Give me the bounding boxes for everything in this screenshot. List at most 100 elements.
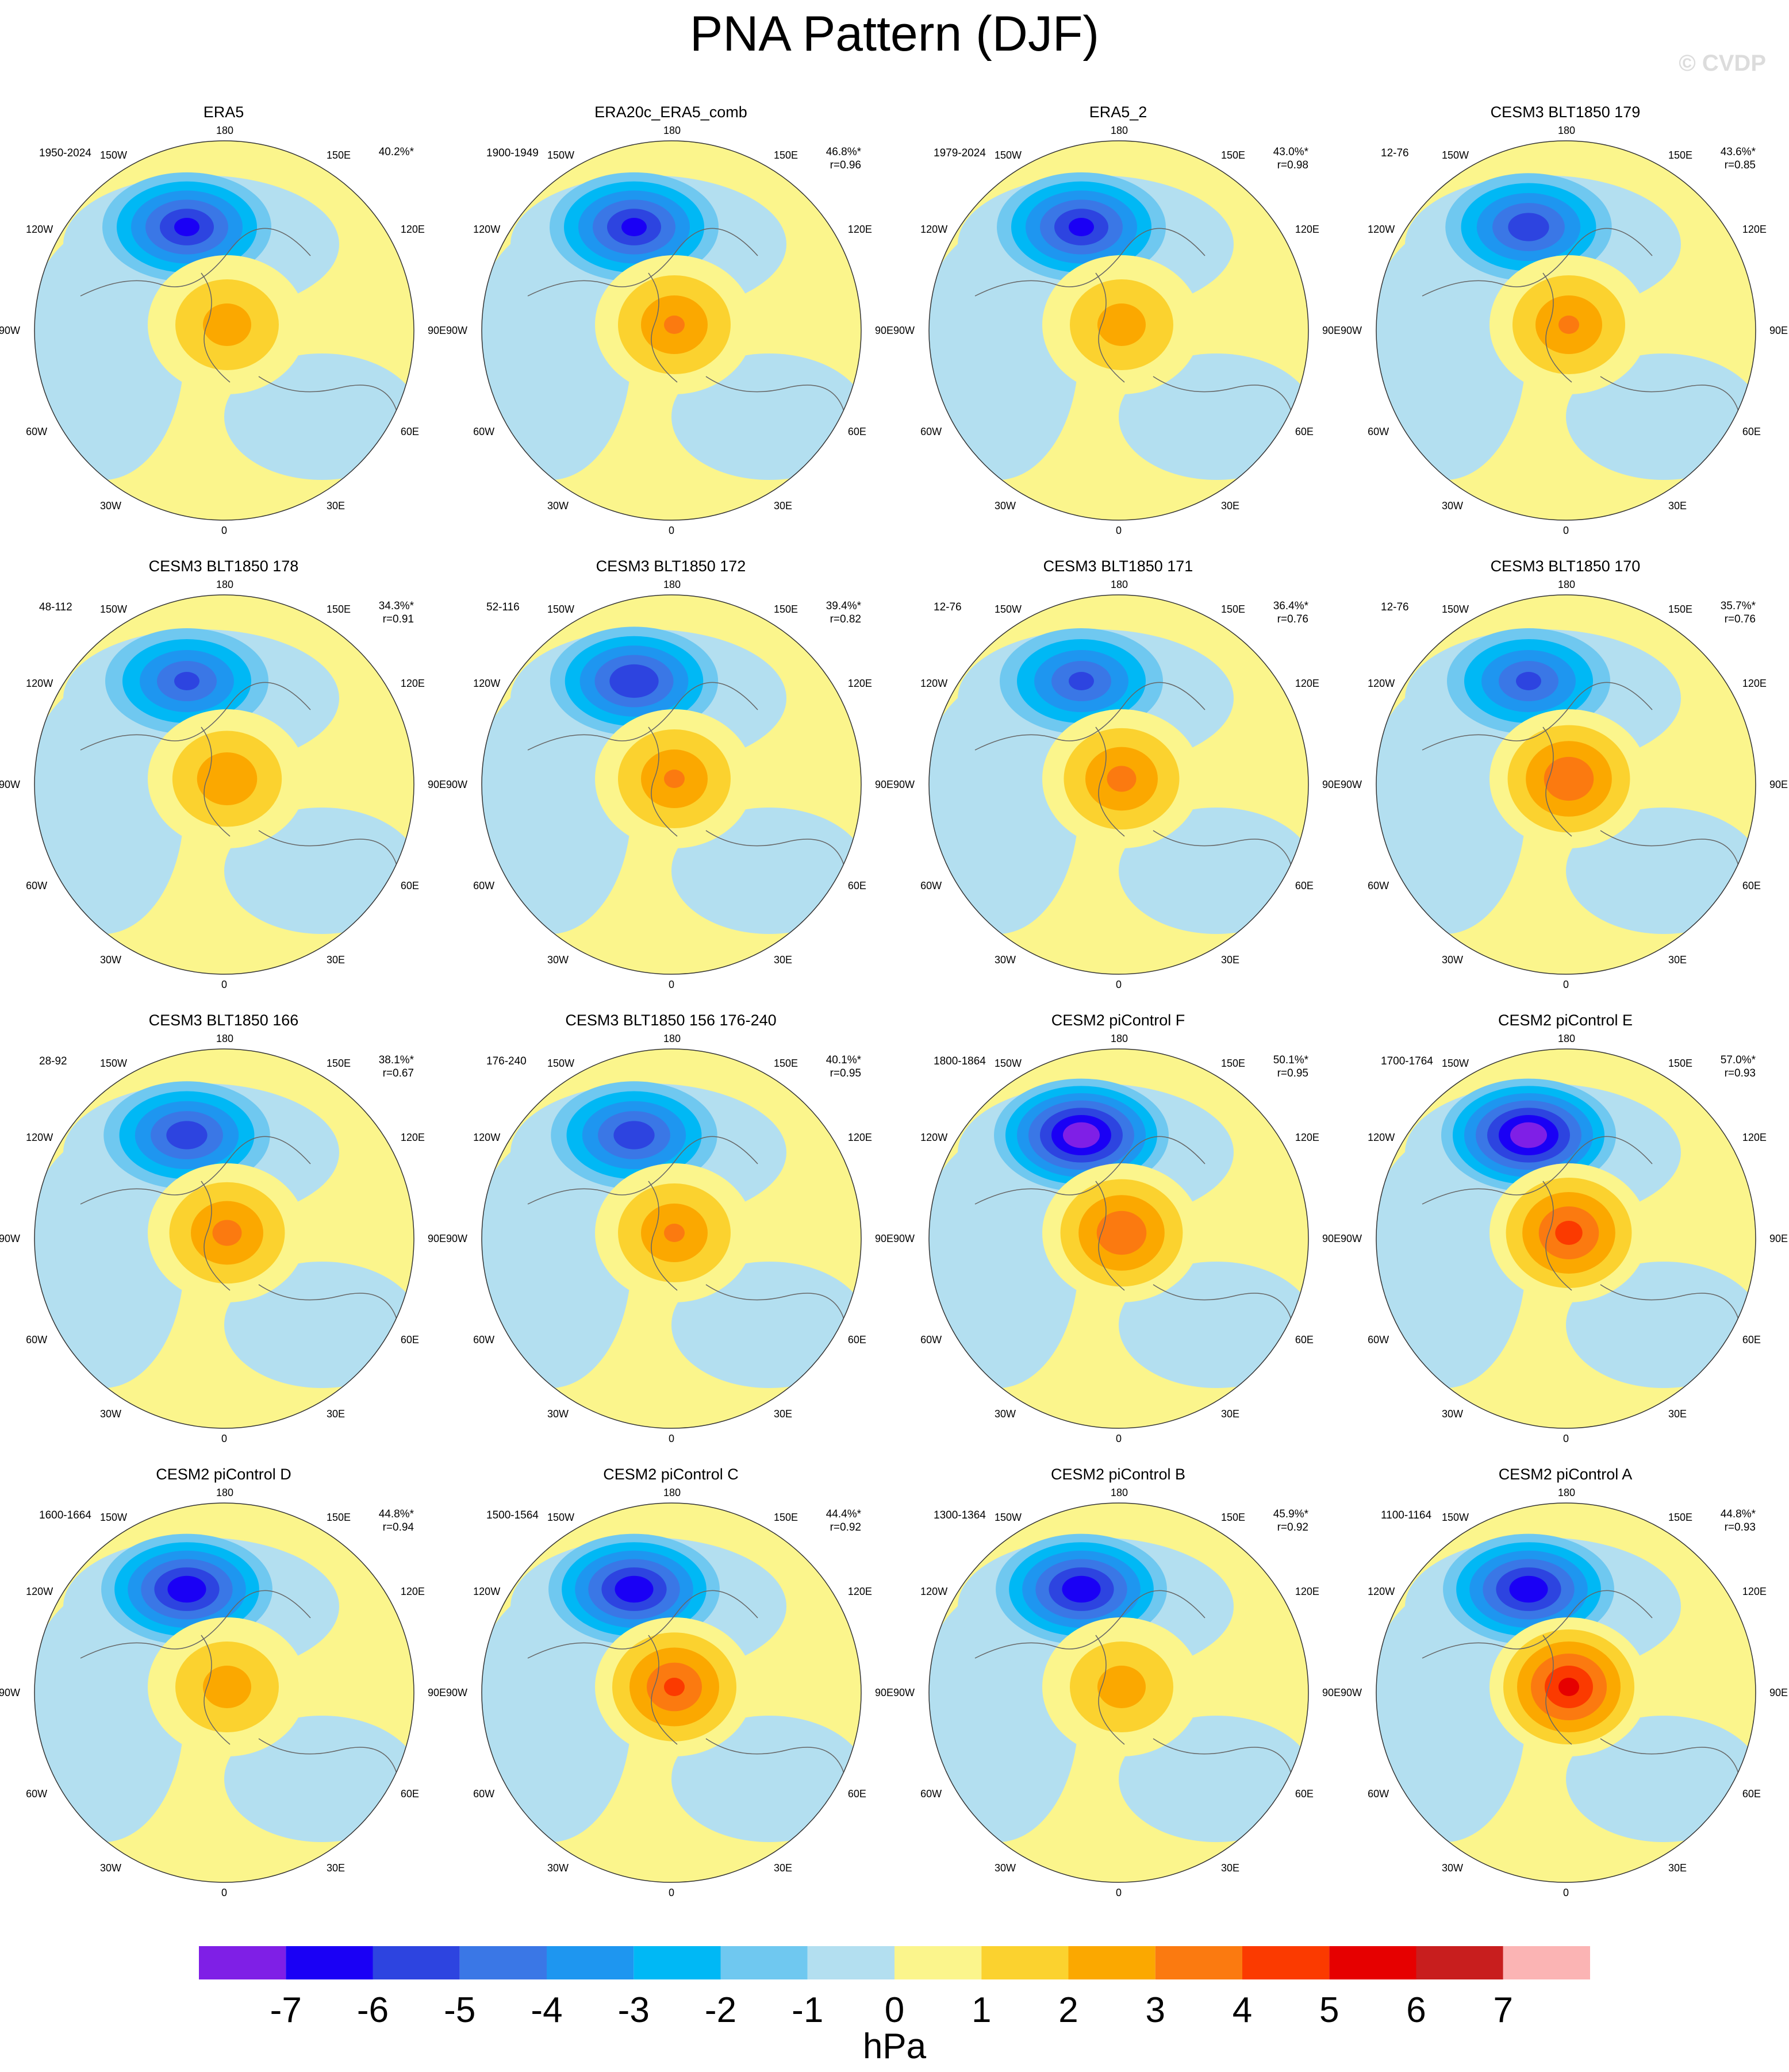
longitude-label: 90W	[893, 1687, 915, 1698]
longitude-label: 120W	[1368, 1586, 1395, 1597]
longitude-label: 30W	[547, 499, 569, 512]
panel-variance-explained: 38.1%* r=0.67	[378, 1054, 414, 1079]
negative-contour	[609, 664, 659, 698]
longitude-label: 120W	[473, 224, 501, 235]
map-panel: CESM3 BLT1850 166 28-92 38.1%* r=0.67 180 0 15…	[0, 1000, 447, 1454]
polar-map	[34, 1048, 414, 1429]
negative-contour	[1508, 213, 1549, 241]
colorbar-tick-label: 6	[1406, 1990, 1426, 2030]
weak-negative-region	[671, 1716, 861, 1842]
negative-contour	[1063, 1122, 1100, 1148]
longitude-label: 0	[1116, 979, 1122, 990]
longitude-label: 120W	[920, 1132, 948, 1143]
longitude-label: 30W	[1442, 954, 1464, 966]
longitude-label: 60W	[473, 1788, 495, 1800]
colorbar-swatch	[807, 1946, 894, 1979]
panel-title: CESM2 piControl F	[1051, 1012, 1185, 1029]
longitude-label: 150W	[1442, 1058, 1469, 1070]
polar-map	[928, 140, 1309, 521]
polar-map	[34, 594, 414, 975]
longitude-label: 150E	[1221, 1058, 1246, 1070]
panel-period: 1979-2024	[934, 147, 986, 159]
longitude-label: 30E	[1221, 954, 1240, 966]
longitude-label: 180	[1558, 1033, 1576, 1044]
weak-negative-region	[1566, 1716, 1756, 1842]
panel-variance-explained: 50.1%* r=0.95	[1273, 1054, 1308, 1079]
longitude-label: 180	[216, 579, 234, 590]
panel-period: 1800-1864	[934, 1055, 986, 1067]
positive-contour	[664, 316, 685, 334]
panel-title: ERA20c_ERA5_comb	[594, 103, 747, 121]
longitude-label: 30E	[1668, 1408, 1687, 1420]
longitude-label: 0	[669, 1887, 675, 1898]
map-panel: CESM3 BLT1850 170 12-76 35.7%* r=0.76 180 0 15…	[1341, 546, 1789, 1000]
negative-contour	[615, 1575, 654, 1603]
longitude-label: 60E	[847, 426, 866, 437]
panel-variance-explained: 40.2%*	[378, 146, 414, 158]
panel-variance-explained: 39.4%* r=0.82	[826, 600, 861, 625]
longitude-label: 150W	[547, 1512, 575, 1524]
longitude-label: 90W	[1341, 779, 1362, 790]
map-boundary	[1376, 1048, 1756, 1429]
longitude-label: 30W	[100, 1408, 122, 1420]
weak-negative-region	[1119, 1716, 1308, 1842]
longitude-label: 60W	[920, 1788, 942, 1800]
longitude-label: 30E	[1221, 1862, 1240, 1874]
longitude-label: 90E	[1769, 1233, 1788, 1244]
longitude-label: 30E	[1221, 499, 1240, 512]
colorbar-swatch	[634, 1946, 721, 1979]
longitude-label: 90E	[875, 325, 894, 336]
weak-negative-region	[671, 1262, 861, 1388]
polar-map	[1376, 1048, 1756, 1429]
positive-contour	[1096, 1210, 1147, 1255]
longitude-label: 120W	[473, 678, 501, 689]
coastline	[527, 1590, 844, 1774]
colorbar-tick-label: -2	[704, 1990, 737, 2030]
panel-period: 1500-1564	[486, 1509, 539, 1521]
longitude-label: 30E	[327, 499, 345, 512]
longitude-label: 90E	[428, 1687, 447, 1698]
polar-map	[481, 1502, 862, 1883]
longitude-label: 60E	[400, 880, 419, 891]
longitude-label: 60E	[1742, 426, 1761, 437]
map-boundary	[481, 1048, 862, 1429]
map-boundary	[481, 594, 862, 975]
longitude-label: 30E	[327, 954, 345, 966]
coastline	[974, 228, 1292, 412]
longitude-label: 150E	[774, 149, 798, 162]
longitude-label: 120E	[400, 678, 425, 689]
panel-title: ERA5_2	[1089, 103, 1147, 121]
longitude-label: 30E	[1221, 1408, 1240, 1420]
longitude-label: 180	[1558, 579, 1576, 590]
coastline	[1422, 1136, 1739, 1320]
map-boundary	[928, 140, 1309, 521]
longitude-label: 150E	[1668, 1512, 1693, 1524]
positive-contour	[1555, 1221, 1583, 1245]
panel-pattern-correlation: r=0.98	[1277, 159, 1308, 171]
map-boundary	[34, 1048, 414, 1429]
longitude-label: 120W	[26, 1586, 53, 1597]
longitude-label: 30E	[1668, 1862, 1687, 1874]
longitude-label: 90E	[1769, 325, 1788, 336]
figure-title: PNA Pattern (DJF)	[689, 6, 1100, 61]
panel-title: CESM3 BLT1850 166	[148, 1012, 299, 1029]
longitude-label: 120E	[847, 1586, 872, 1597]
panel-variance-explained: 44.8%* r=0.93	[1720, 1508, 1756, 1533]
negative-contour	[174, 218, 199, 236]
longitude-label: 150E	[774, 1058, 798, 1070]
panel-title: CESM3 BLT1850 156 176-240	[565, 1012, 777, 1029]
longitude-label: 60E	[400, 426, 419, 437]
longitude-label: 60W	[920, 880, 942, 891]
longitude-label: 60E	[1295, 1334, 1314, 1346]
longitude-label: 30W	[995, 1862, 1016, 1874]
longitude-label: 60E	[847, 1334, 866, 1346]
longitude-label: 0	[669, 1433, 675, 1444]
longitude-label: 120W	[1368, 224, 1395, 235]
colorbar-tick-label: 5	[1319, 1990, 1339, 2030]
longitude-label: 90W	[0, 779, 21, 790]
coastline	[974, 1136, 1292, 1320]
longitude-label: 0	[1563, 1433, 1569, 1444]
longitude-label: 90W	[0, 325, 21, 336]
longitude-label: 150W	[547, 1058, 575, 1070]
longitude-label: 150E	[1221, 603, 1246, 616]
